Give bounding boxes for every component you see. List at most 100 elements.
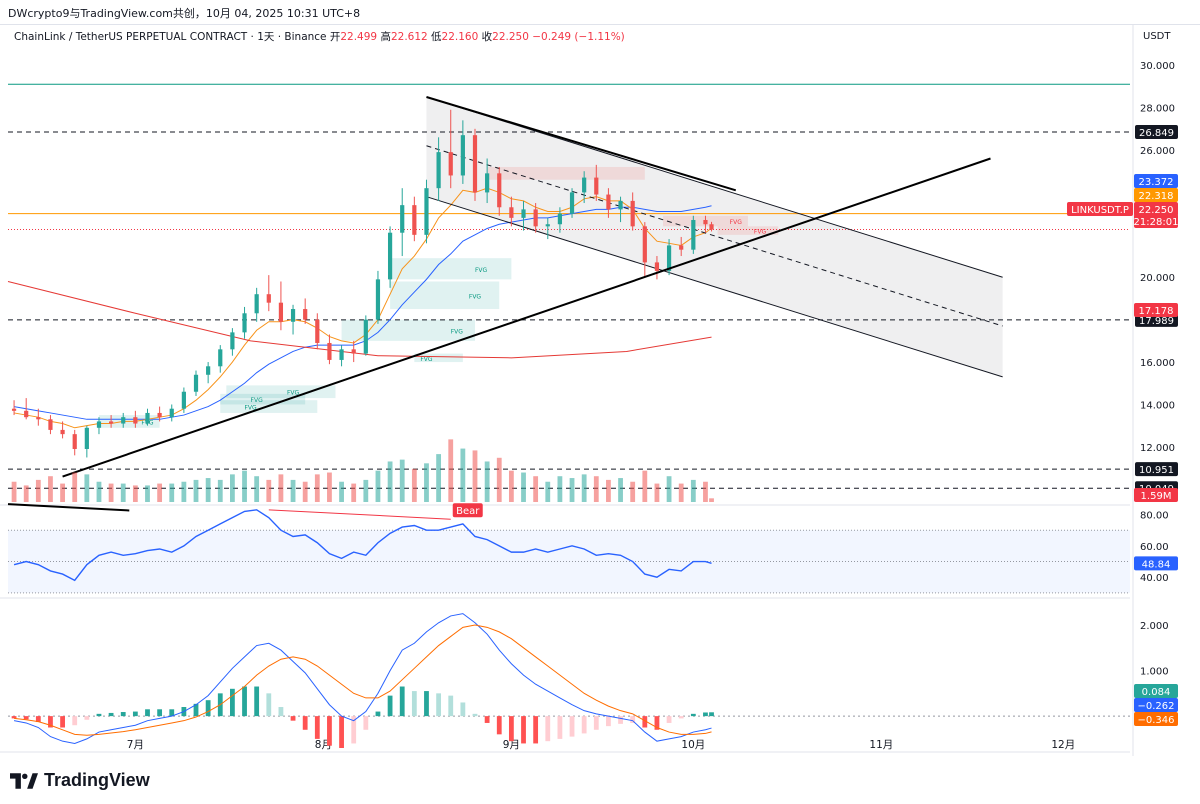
volume-bar [35,479,41,502]
volume-bar [593,476,599,502]
volume-bar [302,481,308,502]
candle-body [290,309,296,322]
candle-body [709,224,714,230]
macd-histogram-bar [593,716,599,730]
fvg-zone [487,166,645,180]
volume-bar [60,483,65,502]
candle-body [278,302,284,322]
macd-histogram-bar [145,709,150,717]
macd-histogram-bar [23,716,29,720]
macd-histogram-bar [132,711,138,717]
channel-upper-line [426,96,1003,278]
channel-lower-line [426,196,1003,378]
volume-bar [436,454,442,502]
volume-bar [242,470,247,502]
volume-bar [84,474,90,502]
rsi-value-label: 48.84 [1142,559,1171,570]
macd-histogram-bar [666,716,672,723]
macd-histogram-bar [436,693,442,717]
volume-bar [690,479,696,502]
author-caption: DWcrypto9与TradingView.com共创，10月 04, 2025… [8,7,361,20]
price-tag [1134,214,1178,228]
macd-histogram-bar [351,716,357,744]
close-value: 22.250 [492,31,529,43]
macd-histogram-bar [709,712,714,717]
rsi-tick-label: 40.00 [1140,573,1169,584]
candle-body [521,209,526,218]
brand-name: TradingView [44,770,150,790]
candle-body [400,205,405,233]
price-tag-label: 17.178 [1139,306,1174,317]
candle-body [679,245,684,250]
macd-tick-label: 1.000 [1140,667,1169,678]
volume-bar [132,485,138,502]
candle-body [375,279,381,320]
candle-body [606,194,611,210]
fvg-label: FVG [244,405,257,412]
candle-body [448,152,453,176]
macd-histogram-bar [84,716,90,720]
candle-body [218,349,223,367]
candle-body [533,209,538,227]
macd-histogram-bar [606,716,611,727]
volume-bar [290,479,296,502]
volume-bar [533,476,539,502]
volume-bar [448,439,454,502]
volume-bar [72,472,78,502]
volume-bar [120,483,126,502]
volume-bar [96,481,102,502]
macd-line [13,613,712,744]
volume-bar [484,461,490,502]
rsi-annotation-label: Bear [456,506,480,517]
volume-bar [266,479,272,502]
candle-body [121,417,126,424]
macd-histogram-bar [108,712,114,717]
open-value: 22.499 [340,31,378,43]
tradingview-logo[interactable]: TradingView [10,770,150,791]
fvg-zone [717,226,779,235]
macd-histogram-bar [630,716,636,723]
volume-bar [278,474,284,502]
low-value: 22.160 [441,31,479,43]
price-tick-label: 26.000 [1140,146,1175,157]
symbol-name[interactable]: ChainLink / TetherUS PERPETUAL CONTRACT … [14,31,327,43]
fvg-zone [226,385,336,399]
candle-body [96,421,102,428]
candle-body [351,349,356,354]
macd-signal-line [14,624,712,736]
candle-body [557,213,563,225]
fvg-zone [220,393,306,405]
volume-bar [654,483,660,502]
candle-body [497,173,502,208]
macd-histogram-bar [678,716,684,719]
candle-body [145,412,150,424]
trendline [426,96,737,192]
rsi-tick-label: 60.00 [1140,542,1169,553]
level-price-label: 26.849 [1139,128,1174,139]
volume-bar [181,481,187,502]
trendline [62,157,991,478]
volume-bar [678,483,684,502]
macd-histogram-bar [581,716,587,734]
rsi-line [13,509,712,582]
candle-body [315,319,320,343]
macd-value-tag [1134,684,1178,698]
volume-bar [351,483,357,502]
high-value: 22.612 [390,31,428,43]
rsi-value-tag [1134,556,1178,571]
macd-tick-label: 2.000 [1140,621,1169,632]
volume-bar [169,483,175,502]
candle-body [11,408,17,411]
candle-body [72,434,77,449]
candle-body [642,226,647,263]
candle-body [84,427,89,449]
level-price-tag [1135,125,1178,140]
price-tag [1134,174,1178,188]
volume-bar [217,479,223,502]
macd-histogram-bar [496,716,502,735]
ema-slow-line [7,280,712,359]
candle-body [266,294,271,303]
change-value: −0.249 (−1.11%) [532,31,625,43]
macd-histogram-bar [278,707,284,717]
